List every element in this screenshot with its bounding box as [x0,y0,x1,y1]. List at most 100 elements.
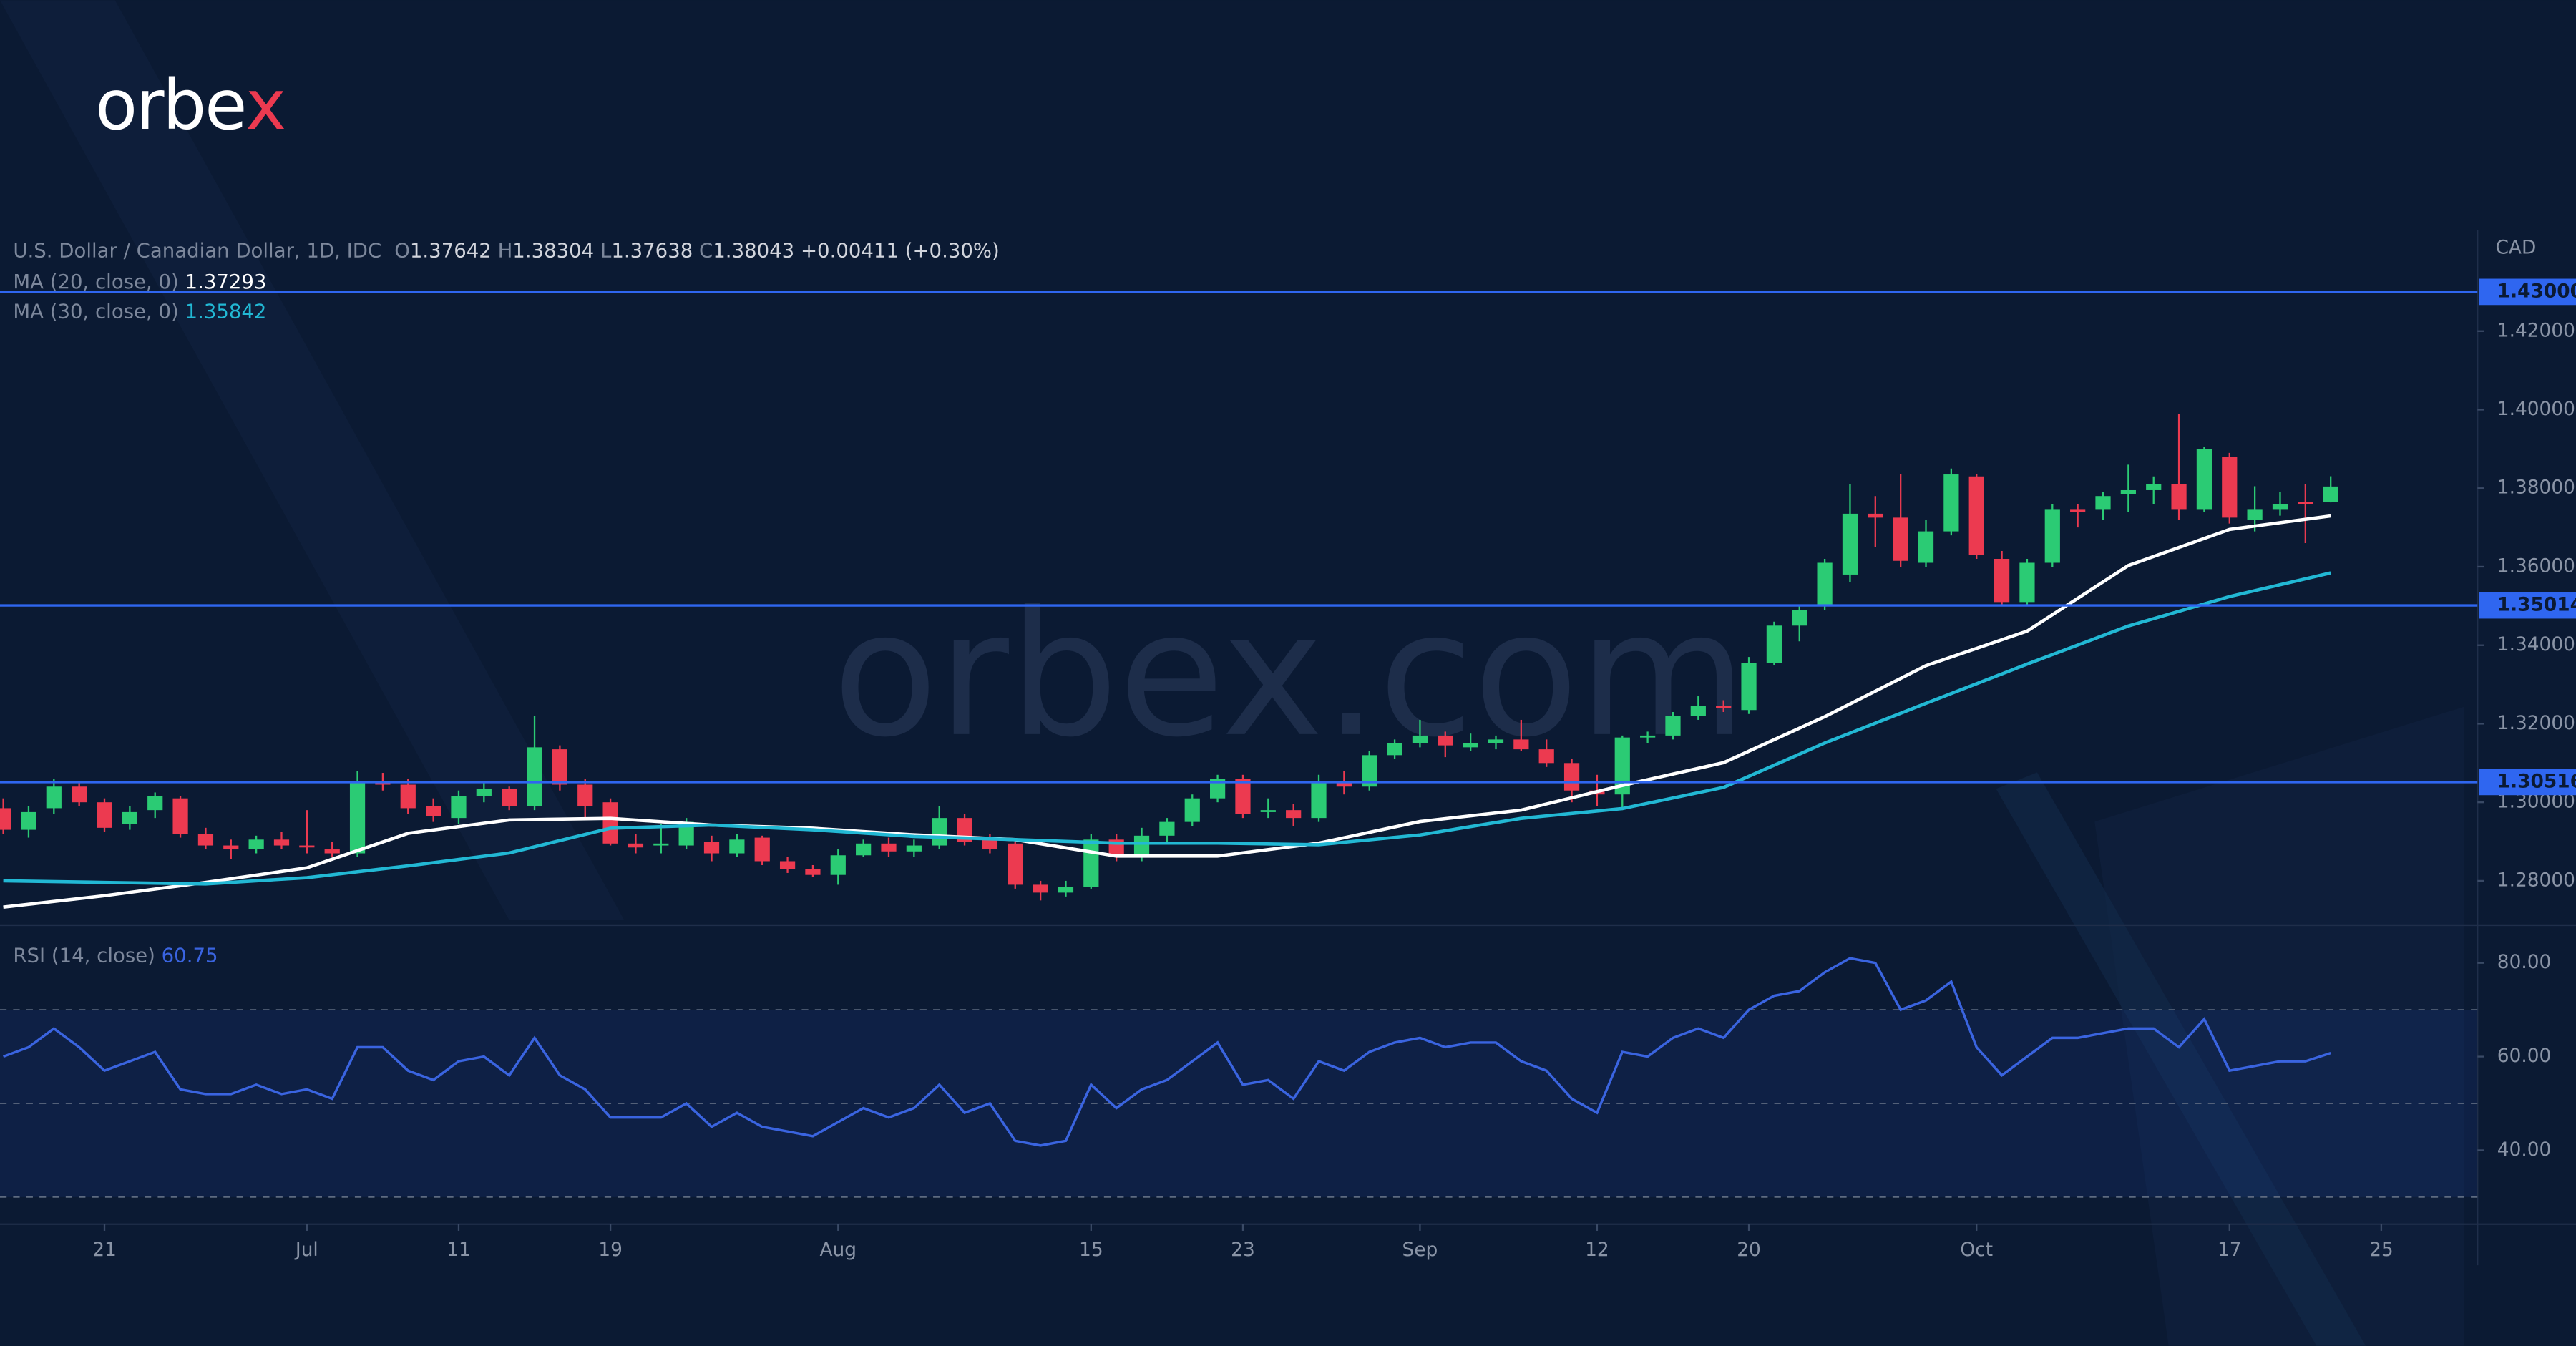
candle-body [1235,779,1251,814]
x-tick-label: Sep [1402,1239,1438,1261]
candle-body [299,845,315,848]
level-tag [2479,278,2576,306]
candle-body [982,839,998,850]
candle-body [1563,763,1580,791]
level-tag [2479,592,2576,619]
candle-body [46,786,62,809]
candle-body [2146,484,2162,490]
candle-body [2323,486,2338,502]
candle-body [1513,739,1529,750]
candle-body [1159,821,1175,836]
candle-body [502,788,517,806]
legend-value: 60.75 [162,945,218,967]
ohlc-letter: H [498,240,513,263]
level-label: 1.30516 [2497,770,2576,792]
y-tick-label: 1.40000 [2497,398,2575,420]
candle-body [856,843,872,856]
candle-body [248,839,264,850]
candle-body [1336,781,1352,787]
candle-body [1640,735,1656,738]
candle-body [2044,509,2060,563]
candle-body [2222,457,2238,518]
candle-body [273,839,290,846]
x-tick-label: 21 [92,1239,117,1261]
candle-body [1083,839,1099,887]
candle-body [881,843,897,852]
ohlc-letter: C [699,240,713,263]
candle-body [1716,706,1732,708]
level-label: 1.35014 [2497,594,2576,616]
candle-body [1033,884,1048,893]
legend-name: MA (30, close, 0) [13,301,178,323]
candle-body [628,843,644,848]
x-tick-label: 19 [598,1239,623,1261]
candle-body [1008,843,1023,885]
candle-body [451,796,467,819]
logo: orbex [95,66,285,146]
y-tick-label: 1.32000 [2497,712,2575,734]
y-tick-label: 1.42000 [2497,319,2575,341]
candle-body [2247,509,2263,520]
candle-body [2070,509,2086,512]
candle-body [375,782,391,785]
x-tick-label: 17 [2218,1239,2242,1261]
candle-body [2196,449,2212,510]
candle-body [1690,706,1706,716]
symbol: U.S. Dollar / Canadian Dollar, 1D, IDC [13,240,381,263]
x-tick-label: Oct [1960,1239,1993,1261]
y-tick-label: 1.38000 [2497,477,2575,499]
candle-body [72,786,87,803]
x-tick-label: 20 [1737,1239,1761,1261]
candle-body [1058,887,1074,893]
logo-accent: x [245,66,285,146]
y-tick-label: 1.36000 [2497,555,2575,577]
candle-body [678,821,694,846]
decor [2094,706,2464,1346]
ohlc-letter: L [600,240,612,263]
candle-body [1260,810,1276,812]
candle-body [0,808,11,830]
candle-body [1412,735,1428,743]
rsi-line [2,957,2331,1147]
candle-body [729,839,745,854]
rsi-tick-label: 60.00 [2497,1045,2552,1067]
level-tag [2479,769,2576,796]
ohlc-letter: O [394,240,410,263]
x-tick-label: 12 [1585,1239,1609,1261]
candle-body [2298,502,2313,504]
candle-body [349,781,366,854]
decor [0,0,625,921]
candle-body [1968,476,1984,555]
candle-body [324,849,340,854]
candle-body [426,806,441,816]
legend-ma20: MA (20, close, 0) 1.37293 [13,270,266,293]
x-tick-label: 25 [2369,1239,2394,1261]
candle-body [1538,749,1554,764]
candle-body [1311,781,1327,819]
candle-body [754,837,770,862]
moving-average [3,514,2331,909]
legend-value: 1.35842 [185,301,267,323]
candle-body [602,802,618,844]
currency: CAD [2496,237,2537,259]
watermark: orbex.com [832,574,1747,775]
candle-body [476,788,492,796]
level-label: 1.43000 [2497,280,2576,302]
candle-body [223,845,239,850]
candle-body [97,802,112,828]
legend-name: RSI (14, close) [13,945,155,967]
candle-body [147,796,163,811]
candle-body [1741,663,1757,711]
candle-body [1133,835,1150,858]
candle-body [21,811,36,830]
candle-body [1488,739,1504,743]
moving-average [3,571,2331,886]
candle-body [1842,513,1858,575]
legend-value: 1.37293 [185,270,267,293]
candle-body [577,784,593,806]
candle-body [703,842,720,854]
candle-body [552,749,567,785]
x-tick-label: Aug [820,1239,857,1261]
candle-body [1387,743,1402,756]
